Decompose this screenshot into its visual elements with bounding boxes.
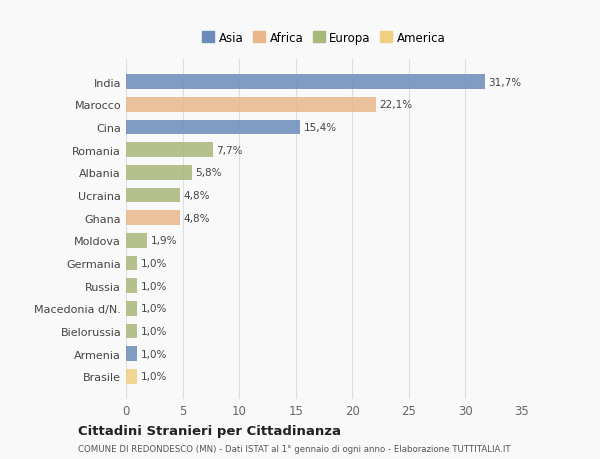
Bar <box>126 256 137 271</box>
Legend: Asia, Africa, Europa, America: Asia, Africa, Europa, America <box>199 28 449 48</box>
Text: Cittadini Stranieri per Cittadinanza: Cittadini Stranieri per Cittadinanza <box>78 424 341 437</box>
Bar <box>126 143 213 158</box>
Text: 15,4%: 15,4% <box>304 123 337 133</box>
Text: 1,9%: 1,9% <box>151 236 178 246</box>
Bar <box>126 211 181 225</box>
Bar <box>126 279 137 293</box>
Bar <box>126 347 137 361</box>
Text: 5,8%: 5,8% <box>195 168 221 178</box>
Text: COMUNE DI REDONDESCO (MN) - Dati ISTAT al 1° gennaio di ogni anno - Elaborazione: COMUNE DI REDONDESCO (MN) - Dati ISTAT a… <box>78 444 511 453</box>
Bar <box>126 120 300 135</box>
Text: 1,0%: 1,0% <box>141 304 167 313</box>
Text: 4,8%: 4,8% <box>184 213 210 223</box>
Text: 31,7%: 31,7% <box>488 78 521 88</box>
Text: 1,0%: 1,0% <box>141 349 167 359</box>
Bar <box>126 75 485 90</box>
Text: 4,8%: 4,8% <box>184 190 210 201</box>
Text: 7,7%: 7,7% <box>217 146 243 155</box>
Bar <box>126 369 137 384</box>
Bar <box>126 98 376 112</box>
Text: 22,1%: 22,1% <box>379 100 413 110</box>
Bar <box>126 234 148 248</box>
Bar <box>126 188 181 203</box>
Bar <box>126 301 137 316</box>
Text: 1,0%: 1,0% <box>141 281 167 291</box>
Bar <box>126 166 191 180</box>
Text: 1,0%: 1,0% <box>141 326 167 336</box>
Text: 1,0%: 1,0% <box>141 371 167 381</box>
Bar <box>126 324 137 339</box>
Text: 1,0%: 1,0% <box>141 258 167 269</box>
